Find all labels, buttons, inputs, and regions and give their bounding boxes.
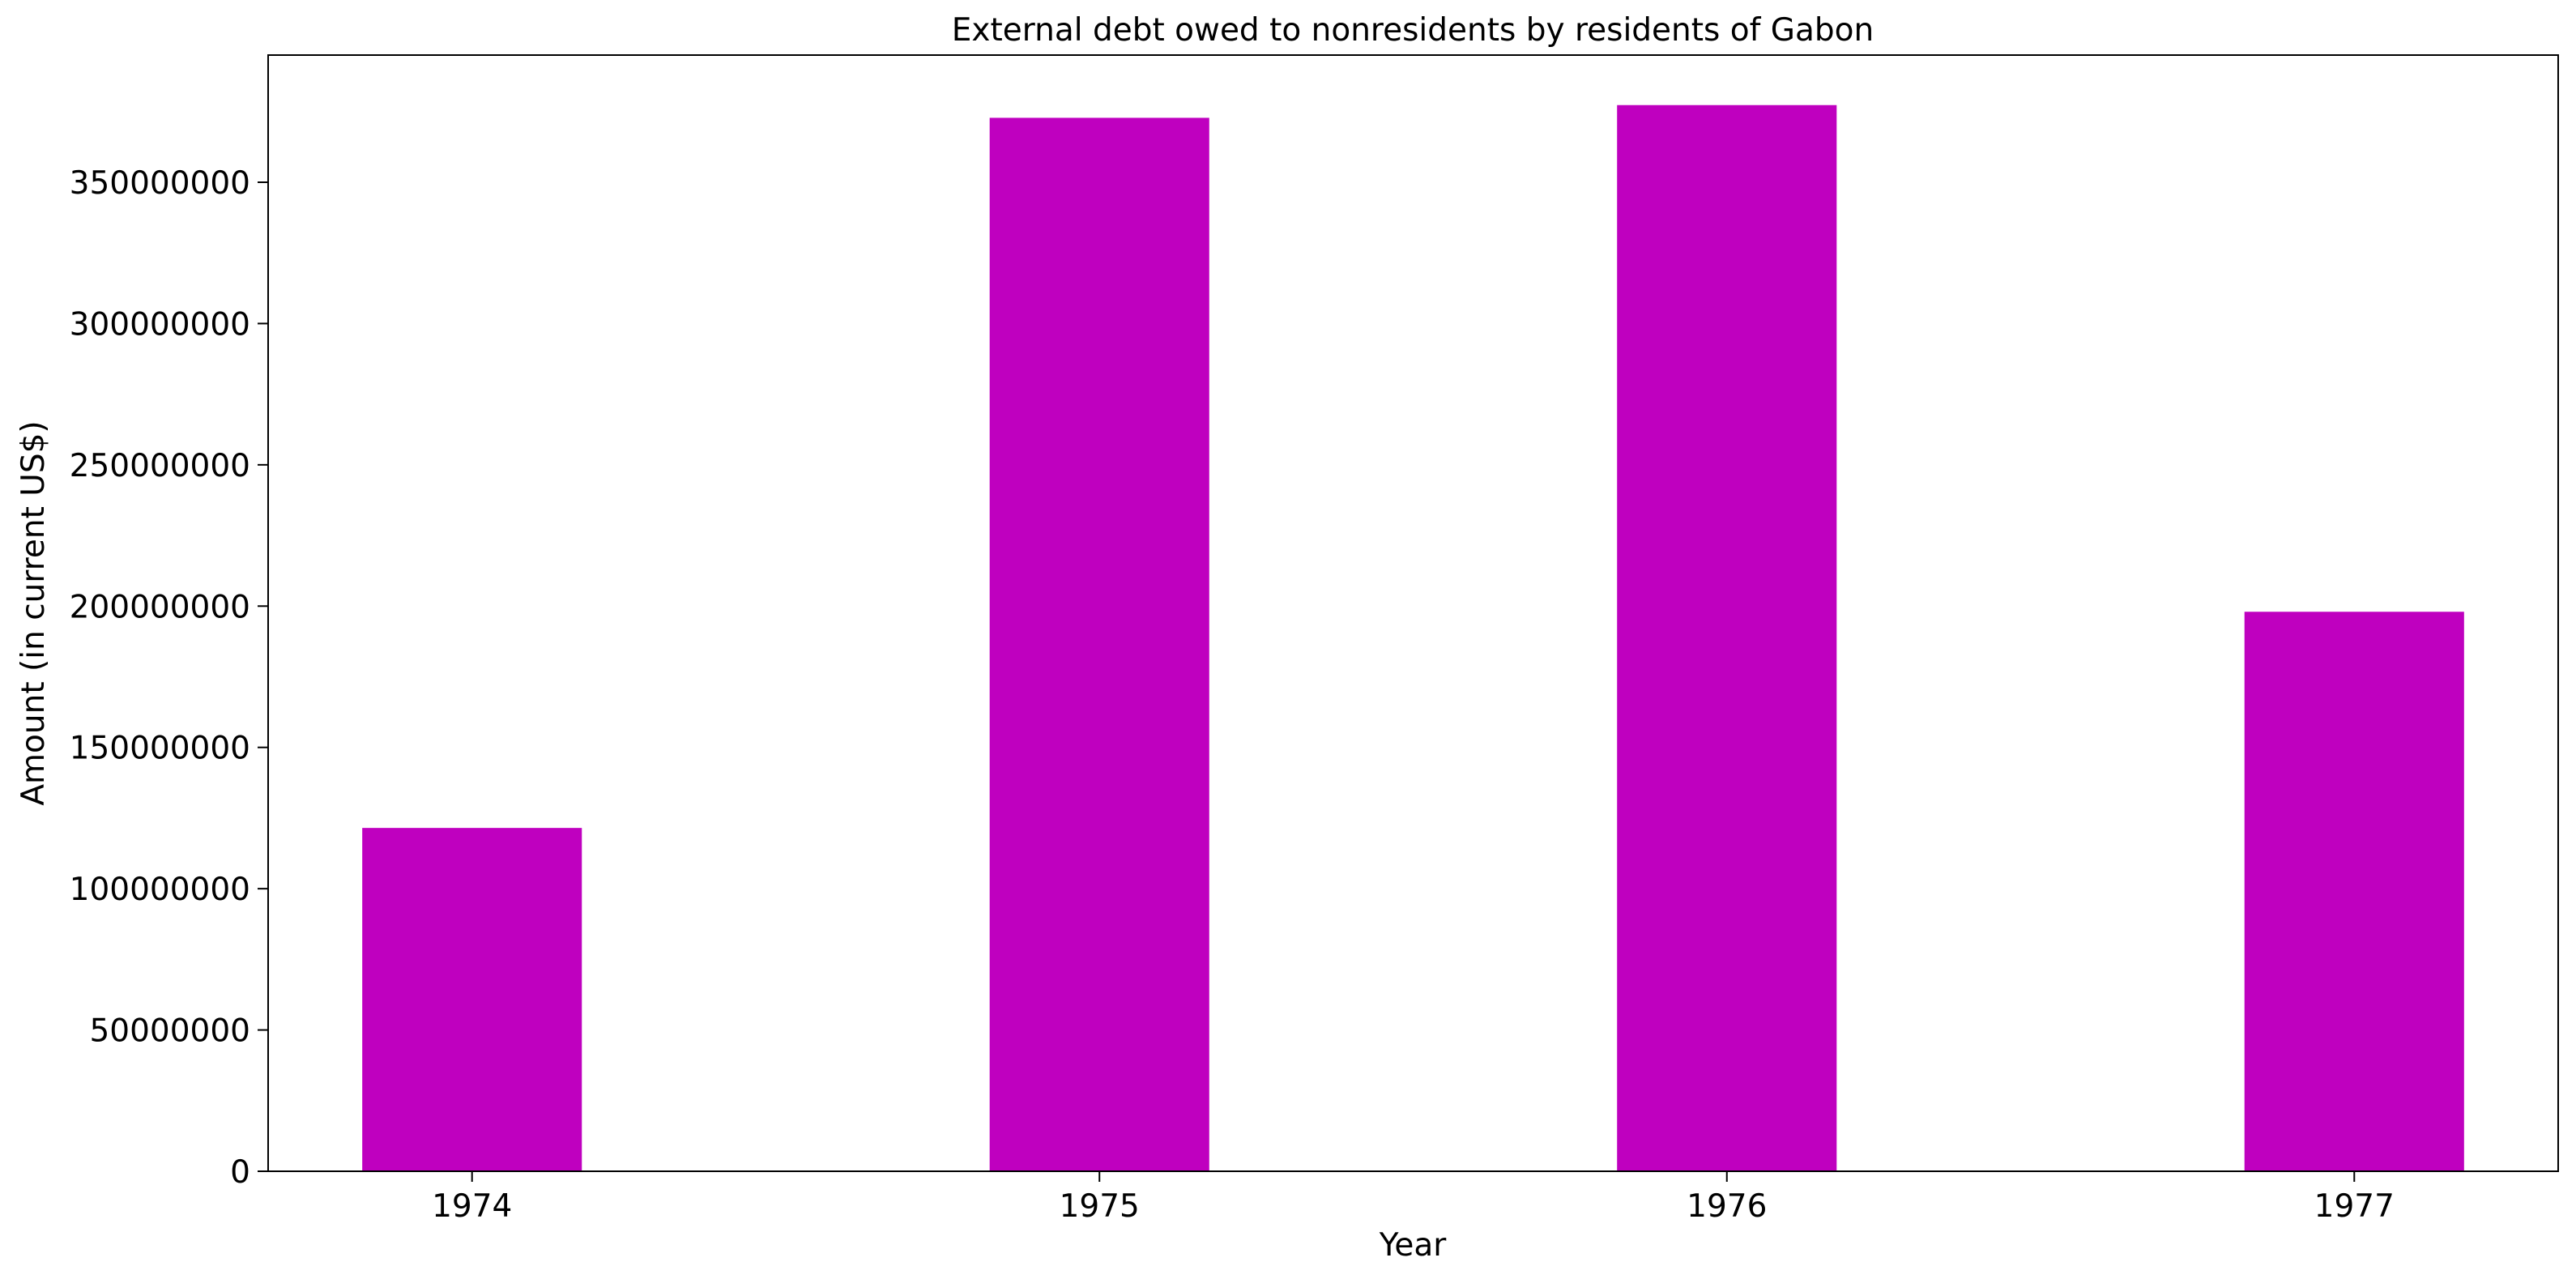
x-axis: 1974 1975 1976 1977 [432, 1171, 2395, 1225]
plot-frame [267, 54, 2559, 1172]
y-tick-label: 50000000 [89, 1013, 250, 1050]
x-tick-label-1976: 1976 [1687, 1188, 1767, 1225]
bars-group [362, 104, 2464, 1172]
bar-1977 [2244, 612, 2464, 1171]
x-tick-label-1974: 1974 [432, 1188, 512, 1225]
y-tick-label: 100000000 [70, 872, 250, 908]
y-tick-label: 0 [230, 1154, 250, 1191]
x-tick-label-1977: 1977 [2314, 1188, 2395, 1225]
x-tick-label-1975: 1975 [1060, 1188, 1140, 1225]
y-axis: 0 50000000 100000000 150000000 200000000 2500… [70, 165, 268, 1191]
y-tick-label: 300000000 [70, 306, 250, 343]
y-axis-label: Amount (in current US$) [15, 420, 52, 805]
bar-1976 [1617, 104, 1837, 1172]
y-tick-label: 200000000 [70, 589, 250, 625]
y-tick-label: 150000000 [70, 731, 250, 767]
y-tick-label: 250000000 [70, 448, 250, 484]
bar-1975 [989, 117, 1209, 1172]
bar-1974 [362, 828, 582, 1171]
x-axis-label: Year [1379, 1227, 1448, 1264]
chart-title: External debt owed to nonresidents by re… [952, 12, 1874, 49]
y-tick-label: 350000000 [70, 165, 250, 202]
